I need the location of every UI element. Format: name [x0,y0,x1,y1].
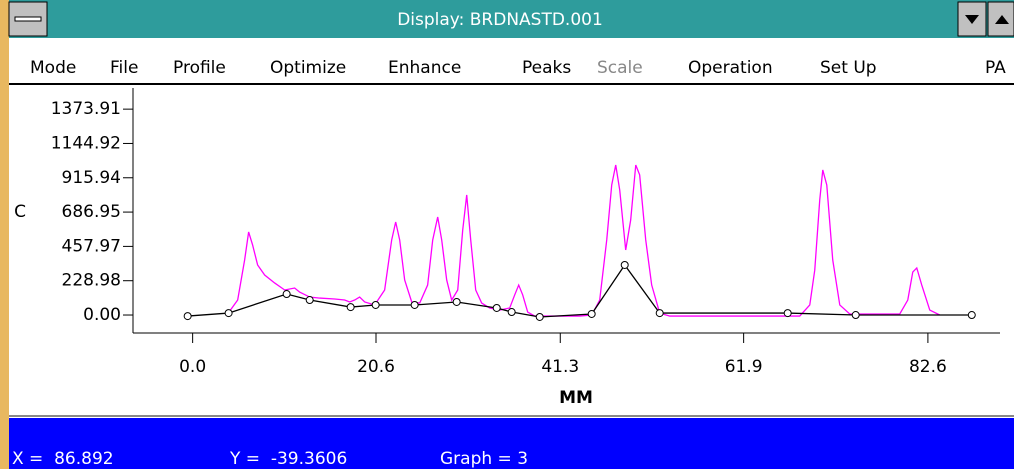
window-title: Display: BRDNASTD.001 [397,10,603,30]
y-tick-label: 686.95 [62,202,121,222]
menu-item[interactable]: Optimize [270,58,346,78]
status-field: X = 86.892 [12,449,114,469]
point [783,309,792,318]
y-tick-label: 0.00 [83,305,121,325]
point [587,309,596,318]
plot: 0.00 228.98 457.97 686.95 915.94 1144.92 1373.… [14,88,1000,408]
menu-item[interactable]: Set Up [820,58,877,78]
window-frame [0,0,9,469]
point [655,309,664,318]
point [371,300,380,309]
point [492,303,501,312]
point [282,290,291,299]
point [620,260,629,269]
menu-item[interactable]: Operation [688,58,773,78]
point [452,297,461,306]
x-tick-label: 61.9 [725,357,763,377]
status-bar [9,418,1014,469]
x-axis-label: MM [559,388,593,408]
maximize-icon [995,15,1009,24]
menu-item[interactable]: Peaks [522,58,571,78]
status-fields: X = 86.892 Y = -39.3606 Graph = 3 [12,449,528,469]
y-tick-label: 228.98 [62,271,121,291]
y-tick-label: 457.97 [62,236,121,256]
menu-item[interactable]: File [110,58,138,78]
point [507,308,516,317]
point [346,303,355,312]
menu-item[interactable]: Enhance [388,58,461,78]
series-line [227,164,941,317]
point [224,309,233,318]
y-tick-label: 1144.92 [51,133,121,153]
point [535,312,544,321]
y-tick-label: 915.94 [62,168,121,188]
status-field: Y = -39.3606 [229,449,347,469]
status-field: Graph = 3 [440,449,528,469]
point [967,311,976,320]
menu-bar: Mode File Profile Optimize Enhance Peaks Scale… [30,58,1006,78]
menu-item[interactable]: Scale [597,58,643,78]
menu-item[interactable]: PA [985,58,1006,78]
x-tick-label: 20.6 [357,357,395,377]
point [851,311,860,320]
menu-item[interactable]: Mode [30,58,76,78]
menu-item[interactable]: Profile [173,58,226,78]
x-tick-label: 0.0 [179,357,206,377]
system-menu-dash [14,16,42,22]
x-tick-label: 41.3 [541,357,579,377]
minimize-icon [965,15,979,24]
title-bar [9,0,1014,38]
y-axis-label: C [14,202,26,222]
point [305,296,314,305]
point [183,312,192,321]
point [410,300,419,309]
x-tick-label: 82.6 [909,357,947,377]
y-tick-label: 1373.91 [51,99,121,119]
